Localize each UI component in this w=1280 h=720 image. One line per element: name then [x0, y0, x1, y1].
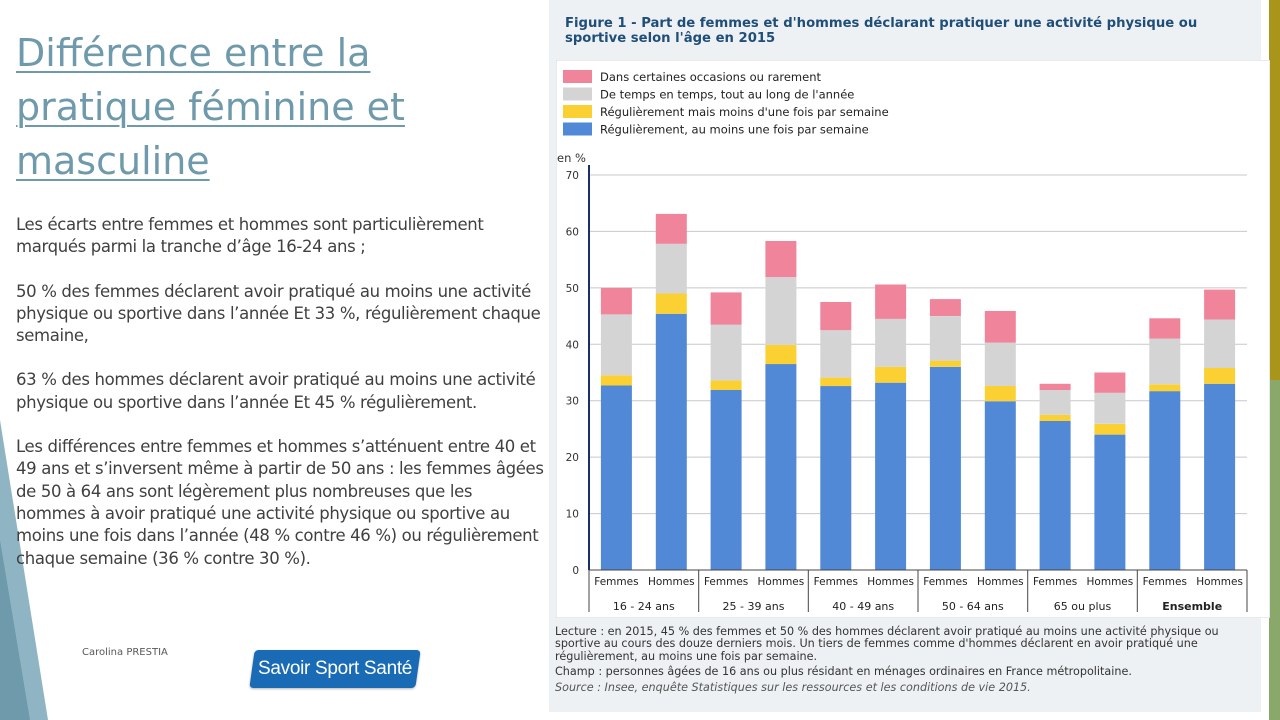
x-tick-label: Hommes: [977, 576, 1024, 588]
lecture-note: Lecture : en 2015, 45 % des femmes et 50…: [555, 626, 1260, 663]
slide-title: Différence entre la pratique féminine et…: [16, 26, 486, 188]
legend-label: De temps en temps, tout au long de l'ann…: [600, 88, 854, 102]
y-tick-label: 0: [572, 565, 579, 577]
bar-segment: [711, 390, 742, 570]
bar-segment: [1149, 318, 1180, 338]
bar-segment: [875, 319, 906, 367]
bar-segment: [601, 375, 632, 385]
bar-segment: [711, 380, 742, 390]
bar-segment: [656, 214, 687, 244]
x-tick-label: Femmes: [1033, 576, 1077, 588]
group-label: 50 - 64 ans: [942, 600, 1004, 613]
legend-swatch: [563, 123, 592, 136]
legend-swatch: [563, 88, 592, 101]
x-tick-label: Hommes: [867, 576, 914, 588]
group-label: 16 - 24 ans: [613, 600, 675, 613]
paragraph: 63 % des hommes déclarent avoir pratiqué…: [16, 369, 546, 414]
bar-segment: [985, 401, 1016, 570]
bar-segment: [1040, 384, 1071, 390]
paragraph: Les écarts entre femmes et hommes sont p…: [16, 214, 546, 259]
y-tick-label: 70: [566, 170, 579, 182]
bar-segment: [985, 343, 1016, 386]
slide-body: Les écarts entre femmes et hommes sont p…: [16, 214, 546, 592]
paragraph: 50 % des femmes déclarent avoir pratiqué…: [16, 281, 546, 348]
bar-segment: [711, 292, 742, 324]
bar-segment: [1040, 421, 1071, 570]
group-label: 40 - 49 ans: [832, 600, 894, 613]
source-note: Source : Insee, enquête Statistiques sur…: [555, 682, 1260, 694]
bar-segment: [875, 383, 906, 570]
legend-swatch: [563, 70, 592, 83]
y-tick-label: 60: [566, 226, 579, 238]
group-label: 65 ou plus: [1054, 600, 1112, 613]
bar-segment: [930, 361, 961, 367]
bar-segment: [1094, 393, 1125, 424]
logo-text: Savoir Sport Santé: [258, 658, 412, 680]
paragraph: Les différences entre femmes et hommes s…: [16, 436, 546, 570]
bar-segment: [930, 367, 961, 570]
y-tick-label: 50: [566, 283, 579, 295]
x-tick-label: Hommes: [648, 576, 695, 588]
bar-segment: [601, 386, 632, 571]
bar-segment: [765, 364, 796, 570]
author-name: Carolina PRESTIA: [82, 647, 168, 658]
group-label: Ensemble: [1162, 600, 1222, 613]
bar-segment: [1204, 368, 1235, 384]
champ-note: Champ : personnes âgées de 16 ans ou plu…: [555, 666, 1260, 678]
bar-segment: [1040, 415, 1071, 421]
x-tick-label: Hommes: [758, 576, 805, 588]
y-tick-label: 10: [566, 509, 579, 521]
legend-label: Dans certaines occasions ou rarement: [600, 70, 821, 84]
bar-segment: [1094, 435, 1125, 570]
y-tick-label: 20: [566, 452, 579, 464]
bar-segment: [1204, 320, 1235, 369]
bar-segment: [711, 325, 742, 381]
bar-segment: [820, 302, 851, 330]
bar-segment: [820, 378, 851, 387]
bar-segment: [1040, 390, 1071, 415]
bar-segment: [765, 241, 796, 277]
x-tick-label: Femmes: [814, 576, 858, 588]
savoir-sport-sante-logo: Savoir Sport Santé: [249, 650, 420, 688]
bar-segment: [875, 285, 906, 319]
bar-segment: [985, 311, 1016, 343]
bar-segment: [1149, 339, 1180, 385]
bar-segment: [765, 345, 796, 364]
x-tick-label: Hommes: [1196, 576, 1243, 588]
x-tick-label: Femmes: [704, 576, 748, 588]
figure-notes: Lecture : en 2015, 45 % des femmes et 50…: [555, 626, 1260, 697]
bar-segment: [1204, 290, 1235, 320]
x-tick-label: Femmes: [594, 576, 638, 588]
bar-segment: [985, 386, 1016, 401]
figure-title: Figure 1 - Part de femmes et d'hommes dé…: [565, 16, 1255, 46]
bar-segment: [601, 288, 632, 315]
bar-segment: [930, 299, 961, 316]
x-tick-label: Femmes: [923, 576, 967, 588]
y-tick-label: 40: [566, 339, 579, 351]
x-tick-label: Femmes: [1143, 576, 1187, 588]
bar-segment: [820, 386, 851, 570]
y-tick-label: 30: [566, 396, 579, 408]
bar-segment: [930, 316, 961, 361]
stacked-bar-chart: Dans certaines occasions ou rarement De t…: [556, 60, 1270, 618]
bar-segment: [656, 314, 687, 570]
bar-segment: [1094, 424, 1125, 435]
y-axis-label: en %: [557, 151, 586, 165]
bar-segment: [601, 314, 632, 375]
bar-segment: [875, 367, 906, 383]
bar-segment: [820, 330, 851, 377]
bar-segment: [656, 244, 687, 294]
bar-segment: [1149, 391, 1180, 570]
legend-swatch: [563, 105, 592, 118]
x-tick-label: Hommes: [1087, 576, 1134, 588]
group-label: 25 - 39 ans: [723, 600, 785, 613]
legend-label: Régulièrement, au moins une fois par sem…: [600, 123, 869, 137]
bar-segment: [1094, 373, 1125, 393]
bar-segment: [765, 277, 796, 345]
bar-segment: [1204, 384, 1235, 570]
bar-segment: [1149, 384, 1180, 391]
legend-label: Régulièrement mais moins d'une fois par …: [600, 105, 889, 119]
bar-segment: [656, 294, 687, 314]
